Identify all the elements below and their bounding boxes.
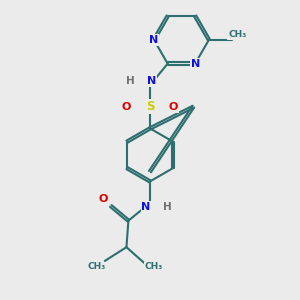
Text: CH₃: CH₃ xyxy=(88,262,106,271)
Text: S: S xyxy=(146,100,154,113)
Text: O: O xyxy=(169,102,178,112)
Text: N: N xyxy=(141,202,151,212)
Text: CH₃: CH₃ xyxy=(228,30,246,39)
Text: N: N xyxy=(149,35,159,45)
Text: N: N xyxy=(190,58,200,69)
Text: O: O xyxy=(98,194,108,204)
Text: N: N xyxy=(147,76,157,86)
Text: H: H xyxy=(163,202,172,212)
Text: H: H xyxy=(126,76,135,86)
Text: O: O xyxy=(122,102,131,112)
Text: CH₃: CH₃ xyxy=(145,262,163,271)
